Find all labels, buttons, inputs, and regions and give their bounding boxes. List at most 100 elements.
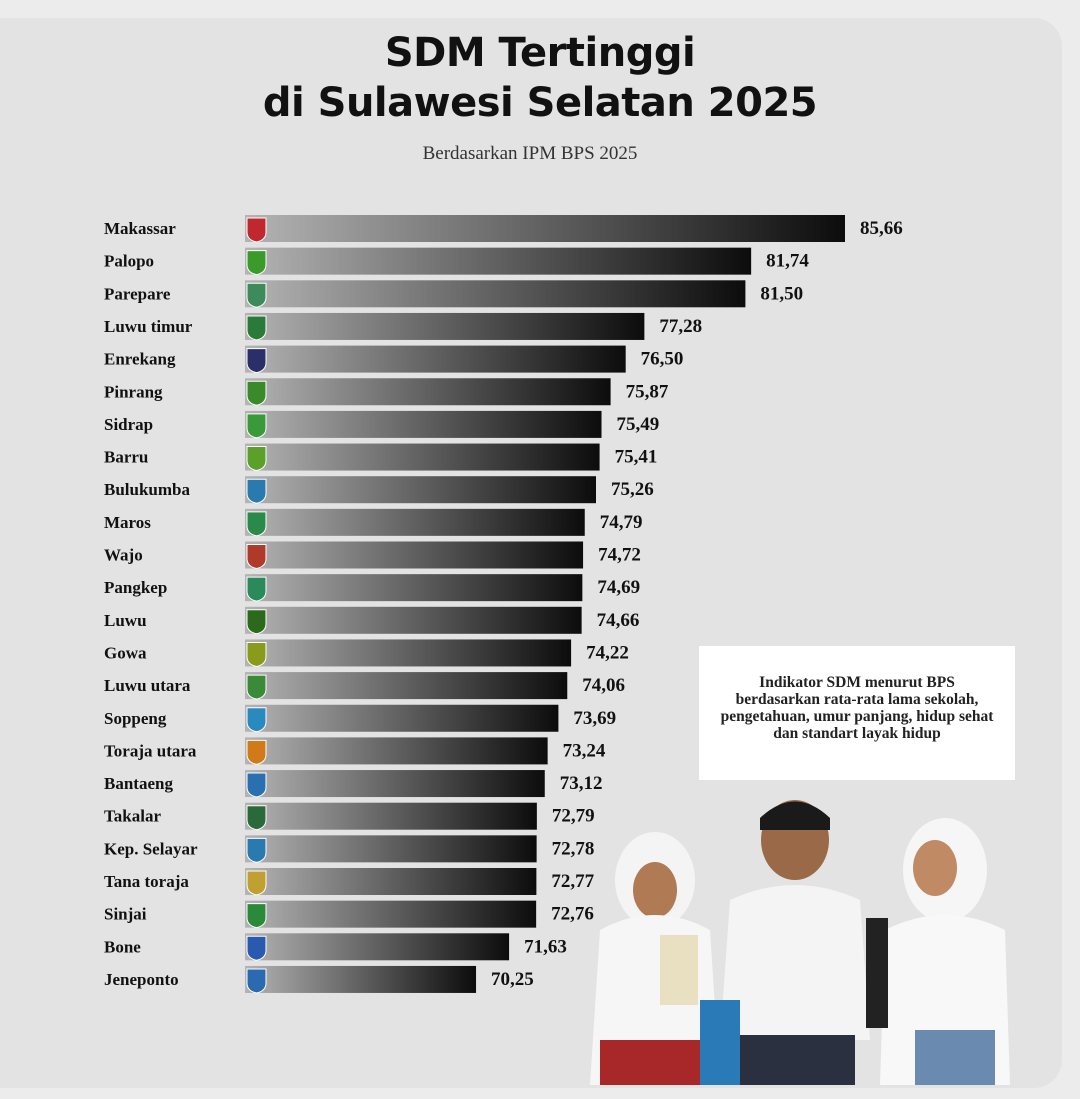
value-label: 74,79 — [600, 512, 643, 533]
value-label: 73,24 — [563, 740, 606, 761]
category-label: Takalar — [104, 807, 161, 826]
category-label: Luwu timur — [104, 317, 193, 336]
regency-logo-icon — [246, 837, 267, 863]
regency-logo-icon — [246, 511, 267, 537]
note-line: pengetahuan, umur panjang, hidup sehat — [720, 708, 994, 725]
bar — [245, 965, 477, 993]
category-label: Sidrap — [104, 415, 153, 434]
category-label: Bone — [104, 937, 141, 956]
value-label: 75,87 — [626, 381, 669, 402]
value-label: 76,50 — [641, 349, 684, 370]
regency-logo-icon — [246, 935, 267, 961]
category-label: Parepare — [104, 284, 171, 303]
value-label: 75,41 — [615, 447, 658, 468]
note-line: Indikator SDM menurut BPS — [759, 674, 955, 691]
value-label: 85,66 — [860, 218, 903, 239]
note-line: dan standart layak hidup — [773, 725, 941, 742]
category-label: Sinjai — [104, 905, 147, 924]
bar — [245, 639, 572, 667]
bar — [245, 443, 600, 471]
bar — [245, 737, 548, 765]
value-label: 71,63 — [524, 936, 567, 957]
chart-title-line-1: SDM Tertinggi — [384, 30, 696, 76]
bar — [245, 574, 583, 602]
category-label: Makassar — [104, 219, 176, 238]
bar — [245, 345, 626, 373]
category-label: Luwu utara — [104, 676, 191, 695]
bar — [245, 606, 582, 634]
value-label: 75,26 — [611, 479, 654, 500]
regency-logo-icon — [246, 707, 267, 733]
bar — [245, 704, 559, 732]
value-label: 74,69 — [597, 577, 640, 598]
regency-logo-icon — [246, 641, 267, 667]
regency-logo-icon — [246, 478, 267, 504]
value-label: 72,79 — [552, 806, 595, 827]
value-label: 72,77 — [551, 871, 594, 892]
value-label: 74,06 — [582, 675, 625, 696]
category-label: Tana toraja — [104, 872, 189, 891]
category-label: Soppeng — [104, 709, 167, 728]
value-label: 73,12 — [560, 773, 603, 794]
info-note-box: Indikator SDM menurut BPS berdasarkan ra… — [699, 646, 1015, 780]
note-line: berdasarkan rata-rata lama sekolah, — [735, 691, 979, 708]
category-label: Luwu — [104, 611, 147, 630]
chart-title-line-2: di Sulawesi Selatan 2025 — [262, 80, 818, 126]
bar — [245, 476, 596, 504]
regency-logo-icon — [246, 576, 267, 602]
bar — [245, 378, 611, 406]
bar — [245, 280, 746, 308]
students-illustration — [590, 800, 1010, 1085]
regency-logo-icon — [246, 674, 267, 700]
value-label: 74,66 — [597, 610, 640, 631]
regency-logo-icon — [246, 544, 267, 570]
value-label: 77,28 — [659, 316, 702, 337]
chart-subtitle: Berdasarkan IPM BPS 2025 — [422, 143, 638, 164]
category-label: Enrekang — [104, 350, 176, 369]
bar — [245, 868, 537, 895]
regency-logo-icon — [246, 380, 267, 406]
regency-logo-icon — [246, 609, 267, 635]
value-label: 75,49 — [617, 414, 660, 435]
regency-logo-icon — [246, 413, 267, 439]
category-label: Toraja utara — [104, 741, 197, 760]
regency-logo-icon — [246, 348, 267, 374]
regency-logo-icon — [246, 968, 267, 994]
category-label: Barru — [104, 448, 148, 467]
regency-logo-icon — [246, 805, 267, 831]
value-label: 74,22 — [586, 642, 629, 663]
category-label: Wajo — [104, 546, 143, 565]
value-label: 81,74 — [766, 251, 809, 272]
category-label: Gowa — [104, 643, 147, 662]
bar — [245, 247, 752, 275]
category-label: Bulukumba — [104, 480, 190, 499]
bar — [245, 508, 585, 536]
value-label: 81,50 — [760, 283, 803, 304]
regency-logo-icon — [246, 903, 267, 929]
regency-logo-icon — [246, 739, 267, 765]
value-label: 70,25 — [491, 969, 534, 990]
regency-logo-icon — [246, 315, 267, 341]
category-label: Maros — [104, 513, 151, 532]
regency-logo-icon — [246, 282, 267, 308]
value-label: 74,72 — [598, 545, 641, 566]
bar — [245, 802, 537, 830]
bar — [245, 312, 645, 340]
value-label: 72,76 — [551, 904, 594, 925]
category-label: Pangkep — [104, 578, 167, 597]
regency-logo-icon — [246, 217, 267, 243]
bar — [245, 541, 584, 569]
bar — [245, 215, 845, 242]
bar — [245, 410, 602, 438]
category-label: Palopo — [104, 252, 154, 271]
regency-logo-icon — [246, 250, 267, 276]
value-label: 72,78 — [552, 838, 595, 859]
category-label: Bantaeng — [104, 774, 173, 793]
bar — [245, 835, 537, 863]
category-label: Jeneponto — [104, 970, 179, 989]
bar — [245, 770, 545, 798]
bar — [245, 933, 510, 961]
category-label: Kep. Selayar — [104, 839, 198, 858]
category-label: Pinrang — [104, 382, 163, 401]
